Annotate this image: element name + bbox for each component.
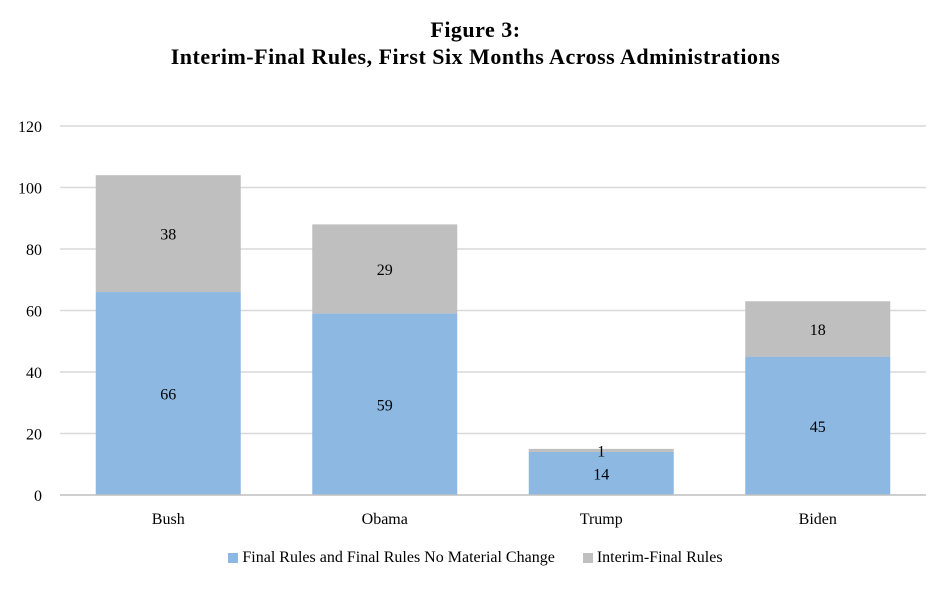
data-label: 66 xyxy=(160,387,176,404)
legend-swatch-interim-final-rules xyxy=(582,553,593,563)
y-tick-label: 100 xyxy=(18,181,42,198)
y-tick-label: 40 xyxy=(26,365,42,382)
y-tick-label: 80 xyxy=(26,242,42,259)
data-label: 45 xyxy=(810,419,826,436)
y-tick-label: 0 xyxy=(34,488,42,505)
data-label: 18 xyxy=(810,322,826,339)
chart-title: Figure 3: Interim-Final Rules, First Six… xyxy=(0,16,951,70)
title-line-2: Interim-Final Rules, First Six Months Ac… xyxy=(170,44,781,69)
legend-item-interim-final-rules: Interim-Final Rules xyxy=(582,549,723,567)
data-label: 1 xyxy=(597,443,605,460)
bar-obama-series-0 xyxy=(312,313,458,495)
legend-label: Final Rules and Final Rules No Material … xyxy=(242,549,555,566)
legend: Final Rules and Final Rules No Material … xyxy=(0,549,951,567)
bar-trump-series-0 xyxy=(528,451,674,495)
data-label: 59 xyxy=(377,397,393,414)
x-tick-label: Obama xyxy=(362,511,408,528)
legend-item-final-rules: Final Rules and Final Rules No Material … xyxy=(228,549,555,567)
x-tick-label: Trump xyxy=(580,511,623,528)
title-line-1: Figure 3: xyxy=(430,17,521,42)
y-tick-label: 120 xyxy=(18,119,42,136)
bar-biden-series-0 xyxy=(745,356,891,495)
y-tick-label: 60 xyxy=(26,304,42,321)
bar-trump-series-1 xyxy=(528,448,674,452)
legend-swatch-final-rules xyxy=(228,553,239,563)
data-label: 14 xyxy=(593,466,609,483)
x-tick-label: Bush xyxy=(152,511,185,528)
data-label: 38 xyxy=(160,227,176,244)
bar-bush-series-0 xyxy=(95,292,241,495)
legend-label: Interim-Final Rules xyxy=(596,549,723,566)
bar-biden-series-1 xyxy=(745,301,891,357)
bar-bush-series-1 xyxy=(95,175,241,293)
y-tick-label: 20 xyxy=(26,427,42,444)
data-label: 29 xyxy=(377,262,393,279)
bar-obama-series-1 xyxy=(312,224,458,314)
x-tick-label: Biden xyxy=(799,511,837,528)
